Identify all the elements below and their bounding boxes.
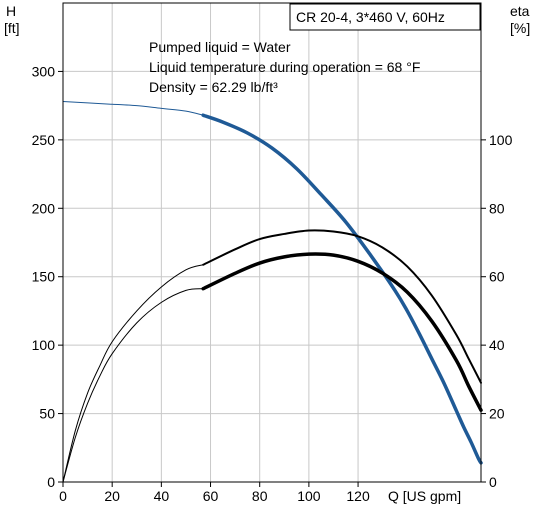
curves [62,101,483,483]
x-tick-label: 60 [203,488,219,504]
y-left-unit: [ft] [4,20,20,36]
y-right-tick-label: 60 [489,269,505,285]
x-tick-label: 20 [104,488,120,504]
y-right-tick-label: 20 [489,406,505,422]
plot-frame [62,2,482,483]
x-axis-label: Q [US gpm] [388,488,461,504]
eta-curve-lower-thin [62,288,204,483]
y-right-label: eta [510,3,530,19]
eta-curve-upper-thin [62,264,204,483]
y-left-tick-label: 250 [32,132,56,148]
y-right-tick-label: 100 [489,132,513,148]
title-box [289,3,481,31]
annotation-liquid: Pumped liquid = Water [149,39,291,55]
y-left-tick-label: 150 [32,269,56,285]
x-tick-label: 80 [252,488,268,504]
grid [63,3,481,482]
x-tick-label: 100 [297,488,321,504]
annotation-temperature: Liquid temperature during operation = 68… [149,59,420,75]
x-tick-label: 0 [59,488,67,504]
eta-curve-upper-thick [202,229,482,384]
eta-curve-lower-thick [201,252,483,412]
y-left-tick-label: 50 [39,406,55,422]
head-curve-thin [62,101,204,116]
x-tick-label: 120 [346,488,370,504]
y-left-tick-label: 0 [47,474,55,490]
y-right-tick-label: 0 [489,474,497,490]
y-right-tick-label: 40 [489,337,505,353]
ticks: 0 20 40 60 80 100 120 Q [US gpm]050100150200250… [32,63,513,504]
y-right-tick-label: 80 [489,200,505,216]
annotation-density: Density = 62.29 lb/ft³ [149,79,278,95]
y-left-tick-label: 300 [32,63,56,79]
y-right-unit: [%] [510,20,530,36]
y-left-tick-label: 200 [32,200,56,216]
y-left-label: H [6,3,16,19]
head-curve-thick [201,113,483,465]
x-tick-label: 40 [154,488,170,504]
chart-title: CR 20-4, 3*460 V, 60Hz [296,9,445,25]
y-left-tick-label: 100 [32,337,56,353]
